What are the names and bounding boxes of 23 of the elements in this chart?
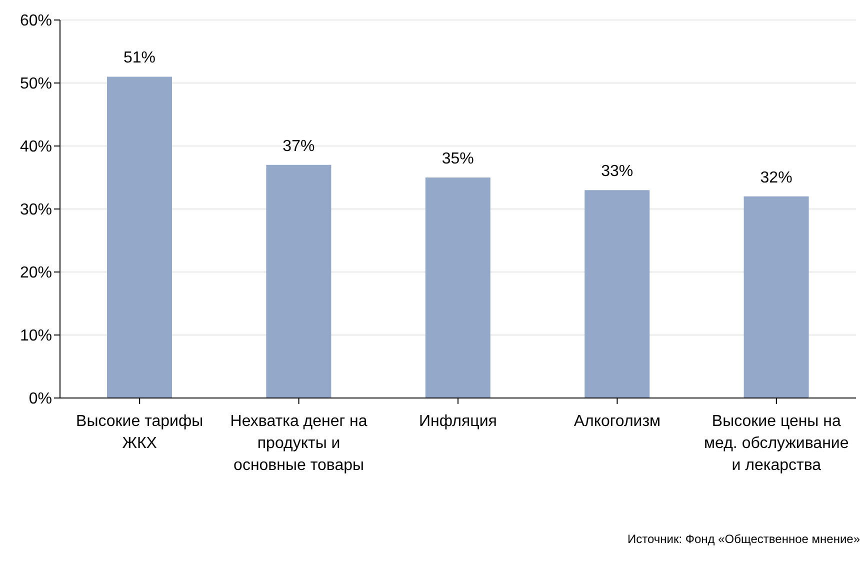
y-tick-label: 20% — [20, 264, 52, 282]
bar — [744, 196, 809, 398]
text: Источник: Фонд «Общественное мнение» — [626, 532, 860, 546]
x-tick-label: Алкоголизм — [574, 413, 661, 430]
bar — [584, 190, 650, 398]
y-tick-label: 60% — [20, 12, 52, 30]
data-label: 35% — [442, 150, 474, 168]
x-tick-label: Высокие тарифы ЖКХ — [76, 413, 204, 452]
x-tick-label: Нехватка денег на продукты и основные товары — [230, 413, 368, 474]
x-tick-label: Высокие цены на мед. обслуживание и лекарства — [704, 413, 849, 474]
y-tick-label: 40% — [20, 138, 52, 156]
bar — [425, 178, 490, 398]
data-label: 37% — [282, 138, 315, 155]
bar — [107, 76, 172, 398]
data-label: 51% — [123, 50, 156, 67]
y-tick-label: 50% — [20, 76, 52, 93]
bar — [266, 164, 332, 398]
data-label: 33% — [601, 163, 634, 180]
y-tick-label: 10% — [20, 328, 52, 345]
y-tick-label: 30% — [20, 202, 52, 219]
y-tick-label: 0% — [28, 390, 52, 408]
data-label: 32% — [760, 169, 792, 186]
x-tick-label: Инфляция — [419, 413, 497, 430]
